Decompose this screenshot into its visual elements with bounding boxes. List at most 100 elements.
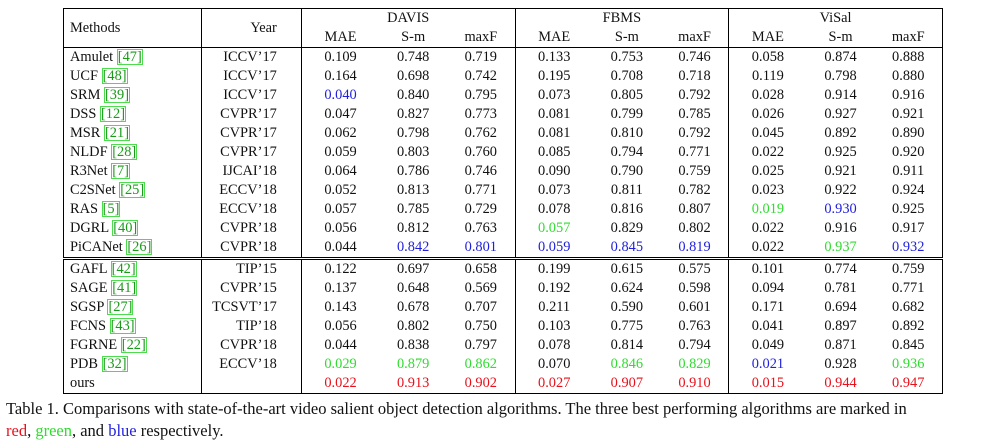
value-cell: 0.892 [874,317,943,336]
year-cell: TIP’18 [201,317,302,336]
year-cell: CVPR’15 [201,279,302,298]
value-cell: 0.921 [874,105,943,124]
value-cell: 0.819 [678,239,711,255]
citation-link[interactable]: [42] [110,261,137,277]
header-year: Year [201,8,302,48]
header-metrics-row: MAE S-m maxF MAE S-m maxF MAE S-m maxF [63,28,943,48]
value-cell: 0.753 [610,49,644,65]
value-cell: 0.925 [874,200,943,219]
caption-separator-1: , [27,421,36,440]
value-cell: 0.840 [396,87,430,103]
citation-link[interactable]: [28] [111,144,138,160]
value-cell: 0.916 [824,220,857,236]
table-row: PDB [32] ECCV’18 0.029 0.879 0.862 0.070 0.846… [63,355,943,374]
value-cell: 0.871 [824,337,857,353]
citation-link[interactable]: [41] [111,280,138,296]
citation-link[interactable]: [47] [116,49,143,65]
value-cell: 0.624 [610,280,644,296]
citation-link[interactable]: [40] [112,220,139,236]
value-cell: 0.064 [300,162,380,181]
value-cell: 0.845 [874,336,943,355]
value-cell: 0.785 [678,106,711,122]
year-cell: ECCV’18 [201,200,302,219]
method-name: R3Net [70,163,108,179]
header-methods: Methods [63,8,202,48]
value-cell: 0.771 [874,279,943,298]
value-cell: 0.786 [396,163,430,179]
header-metric-s-m: S-m [401,29,426,45]
value-cell: 0.913 [396,375,430,391]
citation-link[interactable]: [43] [109,318,136,334]
method-name: SGSP [70,299,104,315]
citation-link[interactable]: [7] [111,163,130,179]
value-cell: 0.648 [396,280,430,296]
value-cell: 0.792 [678,125,711,141]
value-cell: 0.598 [678,280,711,296]
year-cell: CVPR’18 [201,238,302,259]
table-row: FCNS [43] TIP’18 0.056 0.802 0.750 0.103 0.775… [63,317,943,336]
value-cell: 0.742 [464,68,498,84]
value-cell: 0.027 [514,374,593,394]
value-cell: 0.094 [728,279,807,298]
citation-link[interactable]: [25] [119,182,146,198]
citation-link[interactable]: [22] [120,337,147,353]
header-group-davis: DAVIS [300,8,516,28]
value-cell: 0.090 [514,162,593,181]
table-row: R3Net [7] IJCAI’18 0.064 0.786 0.746 0.090 0.7… [63,162,943,181]
method-cell: RAS [5] [63,200,202,219]
table-header: Methods Year DAVIS FBMS ViSal MAE S-m maxF… [63,8,943,48]
value-cell: 0.056 [300,317,380,336]
value-cell: 0.775 [610,318,644,334]
method-name: PiCANet [70,239,123,255]
value-cell: 0.025 [728,162,807,181]
method-cell: UCF [48] [63,67,202,86]
table-row: C2SNet [25] ECCV’18 0.052 0.813 0.771 0.073 0.… [63,181,943,200]
value-cell: 0.062 [300,124,380,143]
value-cell: 0.022 [728,143,807,162]
table-row: ours 0.022 0.913 0.902 0.027 0.907 0.910 0.015 0… [63,374,943,394]
citation-link[interactable]: [26] [126,239,153,255]
header-metric-mae: MAE [300,28,380,48]
value-cell: 0.658 [464,261,498,277]
value-cell: 0.763 [678,318,711,334]
year-cell: CVPR’18 [201,219,302,238]
value-cell: 0.718 [678,68,711,84]
table-row: FGRNE [22] CVPR’18 0.044 0.838 0.797 0.078 0.8… [63,336,943,355]
method-cell: DSS [12] [63,105,202,124]
value-cell: 0.101 [728,258,807,279]
value-cell: 0.746 [464,163,498,179]
year-cell: CVPR’17 [201,124,302,143]
value-cell: 0.944 [824,375,857,391]
table-body: Amulet [47] ICCV’17 0.109 0.748 0.719 0.133 0.… [63,47,943,394]
header-metric-s-m: S-m [614,29,639,45]
caption-blue-word: blue [108,421,137,440]
header-metric-mae: MAE [514,28,593,48]
value-cell: 0.928 [824,356,857,372]
citation-link[interactable]: [21] [104,125,130,141]
citation-link[interactable]: [32] [101,356,128,372]
value-cell: 0.694 [824,299,857,315]
value-cell: 0.763 [464,220,498,236]
method-name: C2SNet [70,182,116,198]
value-cell: 0.759 [874,258,943,279]
value-cell: 0.802 [396,318,430,334]
citation-link[interactable]: [12] [100,106,126,122]
value-cell: 0.838 [396,337,430,353]
table-row: Amulet [47] ICCV’17 0.109 0.748 0.719 0.133 0.… [63,47,943,67]
value-cell: 0.137 [300,279,380,298]
value-cell: 0.044 [300,238,380,259]
value-cell: 0.937 [824,239,857,255]
year-cell: TCSVT’17 [201,298,302,317]
value-cell: 0.021 [728,355,807,374]
value-cell: 0.917 [874,219,943,238]
citation-link[interactable]: [39] [104,87,130,103]
method-name: UCF [70,68,98,84]
citation-link[interactable]: [48] [101,68,128,84]
value-cell: 0.888 [874,47,943,67]
value-cell: 0.798 [824,68,857,84]
citation-link[interactable]: [5] [101,201,121,217]
citation-link[interactable]: [27] [107,299,134,315]
value-cell: 0.842 [396,239,430,255]
method-name: SRM [70,87,101,103]
